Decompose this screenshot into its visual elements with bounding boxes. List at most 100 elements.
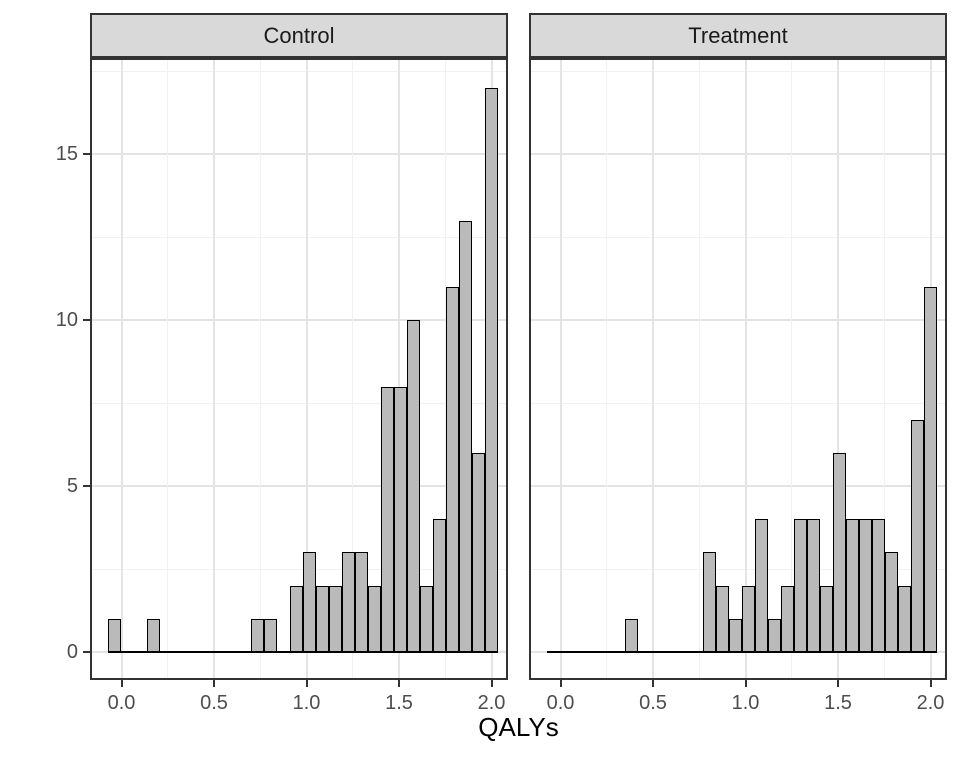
y-tick — [83, 485, 90, 488]
histogram-bar — [845, 519, 859, 652]
facet-strip-label-treatment: Treatment — [688, 22, 788, 48]
histogram-bar — [806, 519, 820, 652]
gridline-minor — [352, 58, 354, 680]
gridline-major — [529, 319, 947, 322]
gridline-major — [213, 58, 215, 680]
facet-strip-control: Control — [90, 13, 508, 58]
histogram-bar — [793, 519, 807, 652]
gridline-minor — [791, 58, 793, 680]
histogram-baseline — [107, 650, 498, 653]
gridline-minor — [167, 58, 169, 680]
histogram-bar — [432, 519, 446, 652]
histogram-bar — [341, 552, 355, 652]
gridline-major — [744, 58, 747, 680]
histogram-bar — [406, 320, 420, 652]
gridline-major — [837, 58, 839, 680]
gridline-major — [652, 58, 654, 680]
x-tick — [929, 680, 932, 687]
gridline-minor — [444, 58, 446, 680]
histogram-bar — [393, 386, 407, 652]
histogram-bar — [354, 552, 368, 652]
histogram-bar — [858, 519, 872, 652]
x-tick-label: 0.5 — [639, 692, 667, 714]
gridline-major — [529, 485, 947, 488]
histogram-bar — [107, 618, 121, 652]
gridline-major — [90, 319, 508, 322]
histogram-bar — [884, 552, 898, 652]
x-tick — [837, 680, 839, 687]
y-tick-label: 5 — [66, 475, 78, 498]
histogram-bar — [624, 618, 638, 652]
x-tick-label: 1.0 — [731, 692, 760, 714]
histogram-bar — [471, 452, 485, 652]
x-tick-label: 0.5 — [200, 692, 228, 714]
y-tick-label: 15 — [55, 143, 78, 166]
histogram-bar — [419, 585, 433, 652]
histogram-bar — [328, 585, 342, 652]
x-tick-label: 1.5 — [385, 692, 413, 714]
histogram-bar — [302, 552, 316, 652]
gridline-minor — [90, 236, 508, 238]
x-tick-label: 1.0 — [292, 692, 321, 714]
x-tick — [490, 680, 493, 687]
gridline-minor — [606, 58, 608, 680]
x-tick-label: 2.0 — [916, 692, 945, 714]
histogram-bar — [484, 88, 498, 652]
y-tick — [83, 651, 90, 653]
histogram-bar — [754, 519, 768, 652]
histogram-bar — [263, 618, 277, 652]
gridline-major — [305, 58, 308, 680]
y-tick-label: 0 — [66, 641, 78, 663]
y-tick-label: 10 — [55, 309, 78, 332]
histogram-bar — [923, 287, 937, 652]
histogram-baseline — [546, 650, 937, 653]
histogram-bar — [380, 386, 394, 652]
gridline-minor — [698, 58, 700, 680]
histogram-bar — [146, 618, 160, 652]
gridline-minor — [883, 58, 885, 680]
x-tick-label: 0.0 — [107, 692, 136, 714]
gridline-minor — [90, 402, 508, 404]
histogram-bar — [367, 585, 381, 652]
x-tick — [213, 680, 215, 687]
gridline-minor — [90, 71, 508, 73]
histogram-bar — [910, 419, 924, 652]
x-tick-label: 0.0 — [546, 692, 575, 714]
x-tick — [559, 680, 562, 687]
x-tick-label: 1.5 — [824, 692, 852, 714]
histogram-bar — [728, 618, 742, 652]
histogram-bar — [315, 585, 329, 652]
x-axis-title: QALYs — [478, 712, 559, 742]
gridline-minor — [90, 568, 508, 570]
plot-panel-treatment — [529, 58, 947, 680]
histogram-bar — [780, 585, 794, 652]
gridline-major — [90, 153, 508, 156]
histogram-bar — [832, 452, 846, 652]
histogram-bar — [250, 618, 264, 652]
gridline-minor — [529, 236, 947, 238]
histogram-bar — [458, 220, 472, 652]
histogram-bar — [819, 585, 833, 652]
gridline-major — [90, 485, 508, 488]
histogram-bar — [741, 585, 755, 652]
x-tick — [120, 680, 123, 687]
x-tick — [398, 680, 400, 687]
y-tick — [83, 319, 90, 322]
x-tick — [305, 680, 308, 687]
x-tick-label: 2.0 — [477, 692, 506, 714]
histogram-bar — [871, 519, 885, 652]
y-tick — [83, 153, 90, 156]
histogram-bar — [715, 585, 729, 652]
gridline-minor — [529, 71, 947, 73]
histogram-bar — [897, 585, 911, 652]
x-tick — [744, 680, 747, 687]
facet-strip-treatment: Treatment — [529, 13, 947, 58]
gridline-major — [120, 58, 123, 680]
gridline-major — [559, 58, 562, 680]
gridline-major — [529, 153, 947, 156]
gridline-minor — [529, 568, 947, 570]
gridline-major — [398, 58, 400, 680]
plot-panel-control — [90, 58, 508, 680]
histogram-bar — [702, 552, 716, 652]
